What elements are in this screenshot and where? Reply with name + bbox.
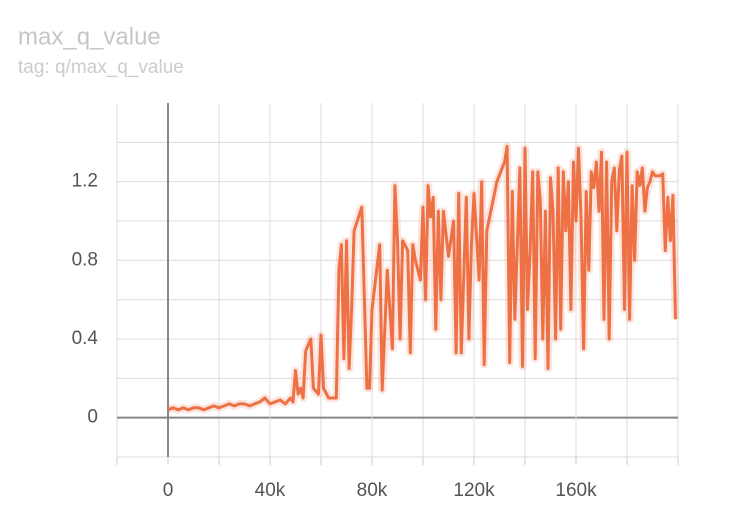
x-tick-label: 0 [163, 480, 174, 501]
chart-title: max_q_value [18, 23, 161, 50]
y-tick-label: 0 [87, 407, 98, 428]
x-tick-label: 40k [255, 480, 286, 501]
x-tick-label: 120k [453, 480, 495, 501]
y-tick-label: 0.4 [72, 328, 99, 349]
y-tick-label: 0.8 [72, 249, 98, 270]
line [167, 144, 677, 412]
chart-subtitle: tag: q/max_q_value [18, 57, 184, 78]
x-tick-label: 160k [555, 480, 597, 501]
x-tick-label: 80k [357, 480, 388, 501]
y-tick-label: 1.2 [72, 171, 98, 192]
